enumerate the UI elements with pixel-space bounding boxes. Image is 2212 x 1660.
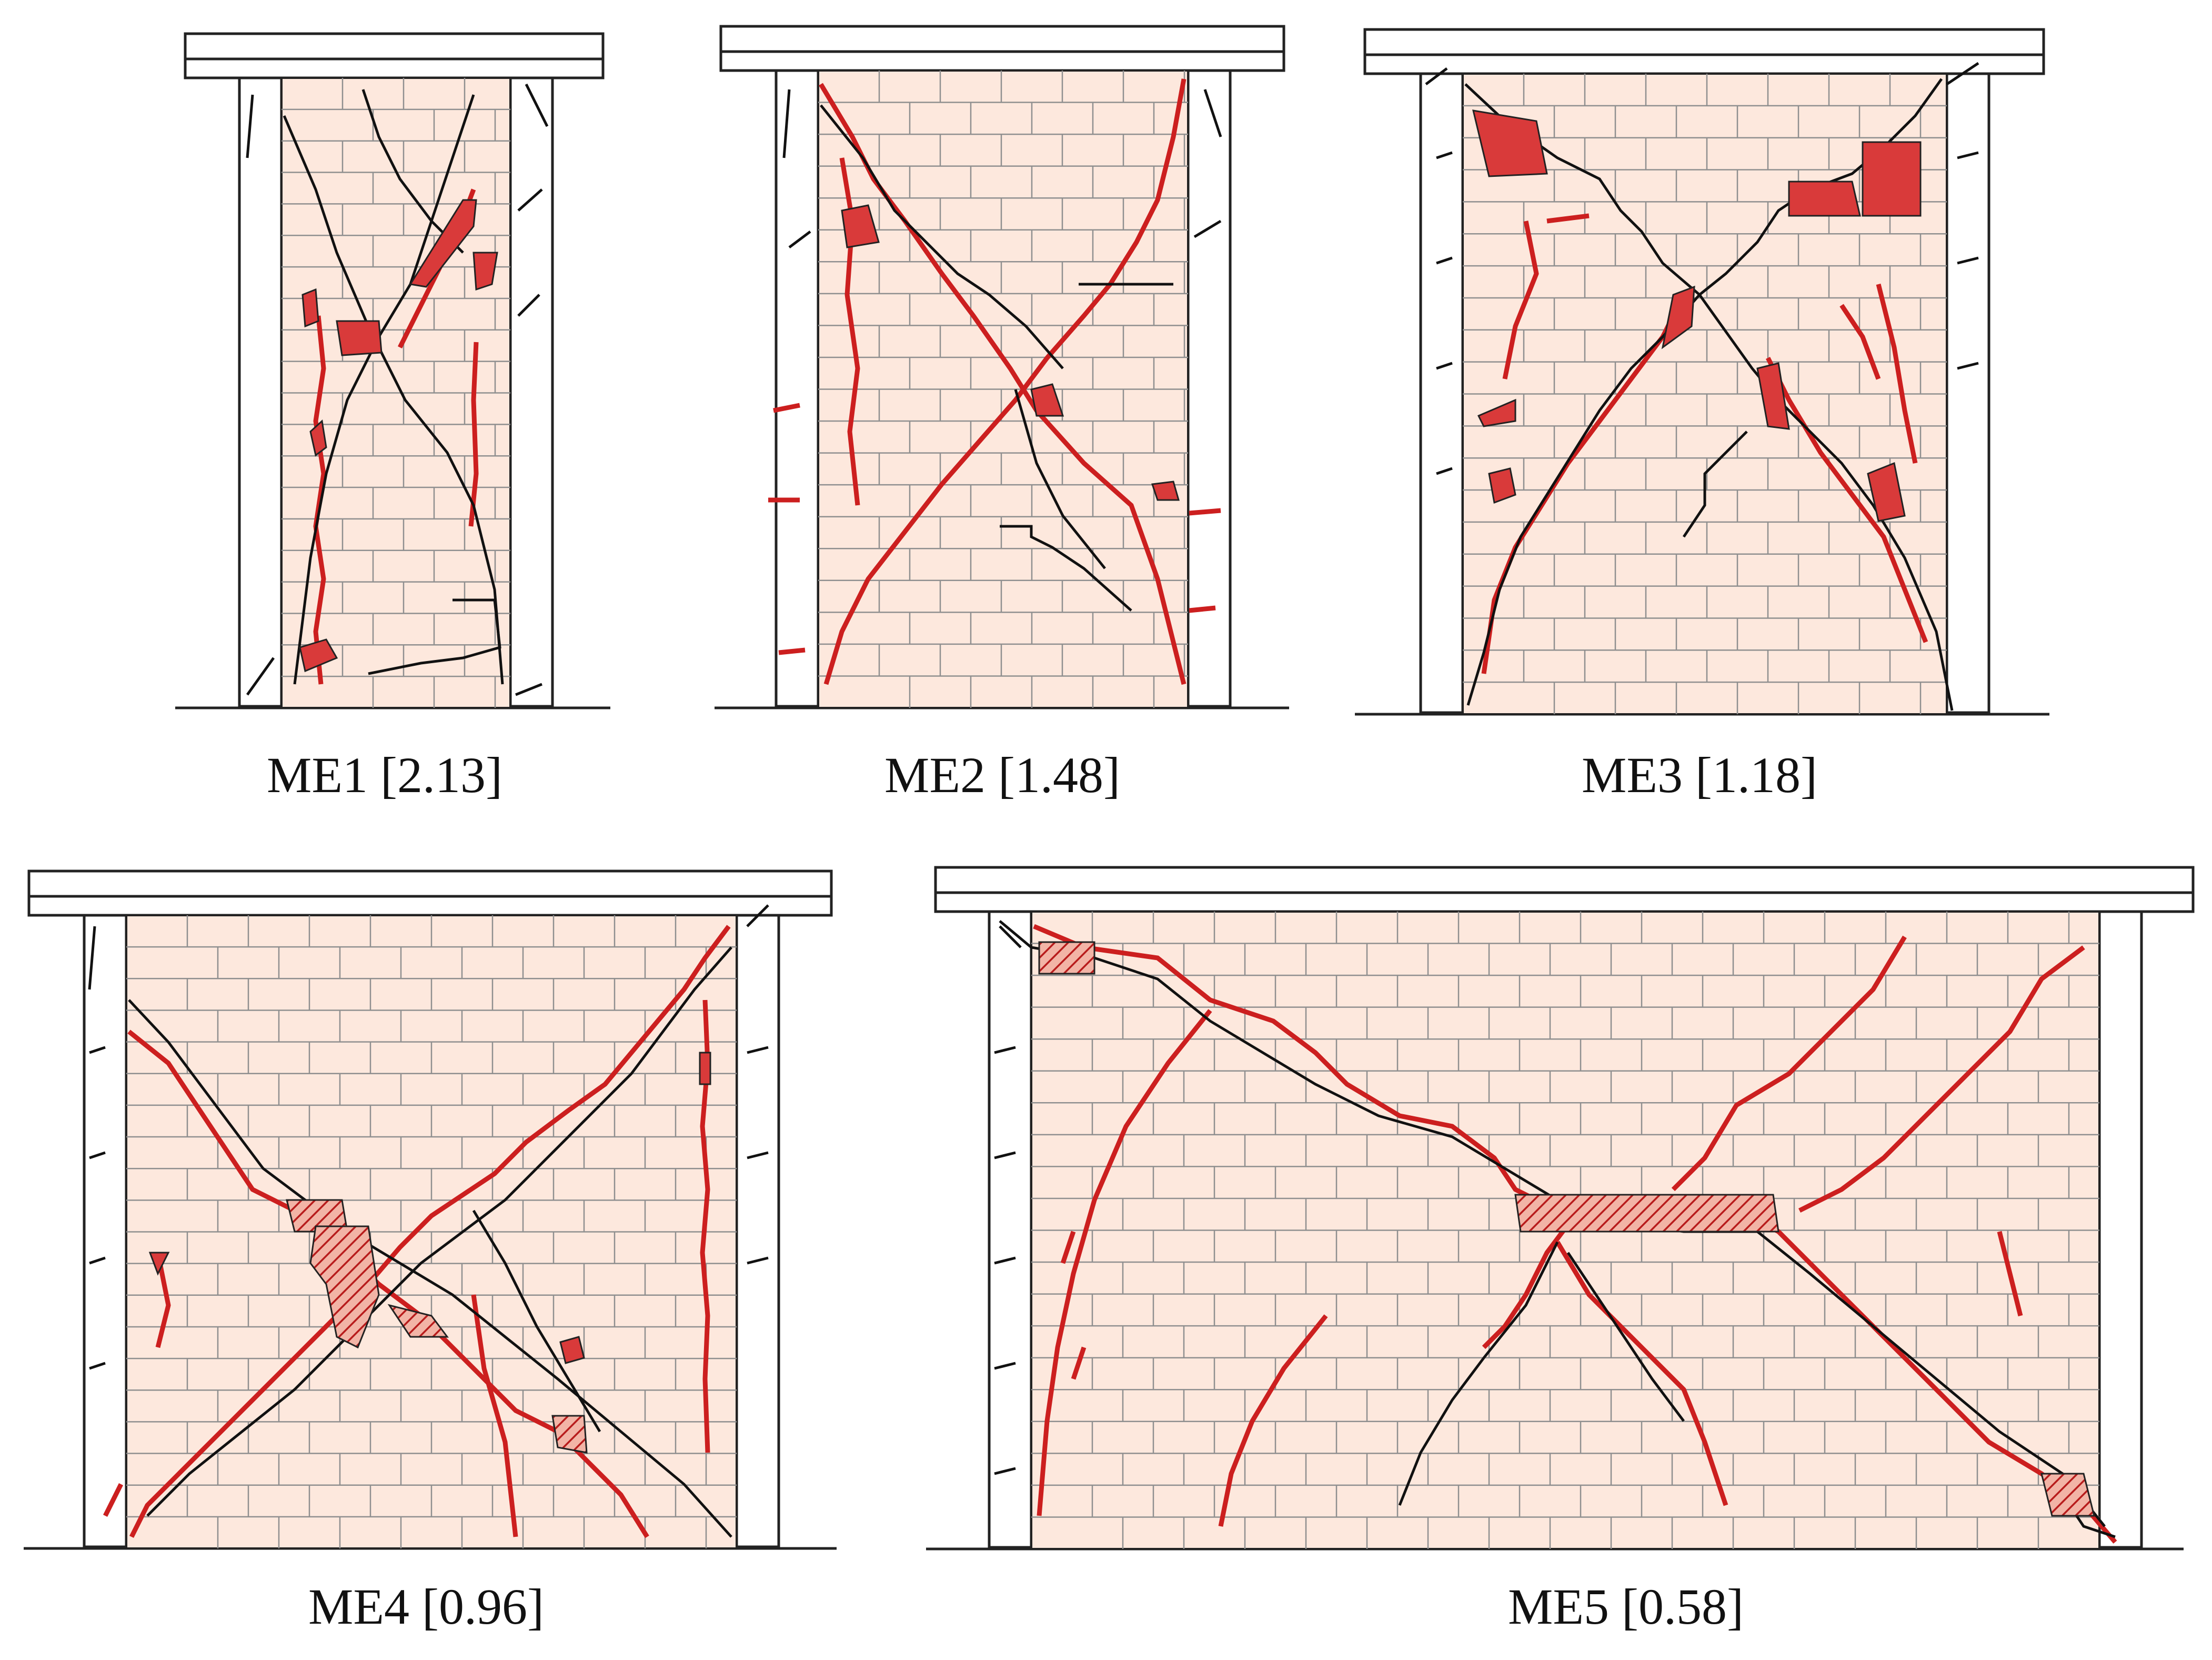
mortar-joints bbox=[126, 915, 737, 1548]
column-right-me1 bbox=[509, 76, 554, 708]
panel-me3: ME3 [1.18] bbox=[1355, 28, 2049, 803]
spalling-me5 bbox=[1038, 941, 2095, 1517]
beam-me3 bbox=[1363, 28, 2045, 75]
panel-me1: ME1 [2.13] bbox=[175, 32, 610, 803]
panel-me5: ME5 [0.58] bbox=[926, 866, 2195, 1635]
column-left-me4 bbox=[83, 914, 128, 1548]
spalling-me2 bbox=[841, 204, 1180, 501]
caption-me4: ME4 [0.96] bbox=[308, 1578, 544, 1635]
spalling-me4 bbox=[148, 1052, 711, 1454]
spalling-me3 bbox=[1472, 109, 1922, 522]
column-left-me2 bbox=[775, 69, 820, 708]
frame-me1 bbox=[175, 32, 610, 709]
mortar-joints bbox=[1031, 912, 2099, 1549]
caption-me3: ME3 [1.18] bbox=[1582, 747, 1817, 803]
column-right-me4 bbox=[735, 914, 780, 1548]
panel-me4: ME4 [0.96] bbox=[24, 869, 837, 1635]
initial-cracks-me5 bbox=[994, 920, 2116, 1538]
mortar-joints bbox=[818, 71, 1188, 708]
beam-me2 bbox=[719, 25, 1285, 72]
column-left-me1 bbox=[238, 76, 283, 708]
beam-me1 bbox=[184, 32, 605, 79]
panel-me2: ME2 [1.48] bbox=[715, 25, 1289, 803]
beam-me5 bbox=[934, 866, 2195, 913]
initial-cracks-me4 bbox=[88, 904, 769, 1538]
column-right-me5 bbox=[2098, 910, 2143, 1549]
column-left-me5 bbox=[988, 910, 1033, 1549]
frame-me5 bbox=[926, 866, 2195, 1551]
caption-me2: ME2 [1.48] bbox=[884, 747, 1120, 803]
caption-me5: ME5 [0.58] bbox=[1508, 1578, 1744, 1635]
column-right-me3 bbox=[1945, 72, 1990, 714]
column-left-me3 bbox=[1419, 72, 1464, 714]
beam-me4 bbox=[27, 869, 833, 917]
caption-me1: ME1 [2.13] bbox=[267, 747, 502, 803]
frame-me4 bbox=[24, 869, 837, 1550]
spalling-me1 bbox=[299, 199, 498, 673]
initial-cracks-me2 bbox=[782, 89, 1222, 612]
column-right-me2 bbox=[1187, 69, 1232, 708]
